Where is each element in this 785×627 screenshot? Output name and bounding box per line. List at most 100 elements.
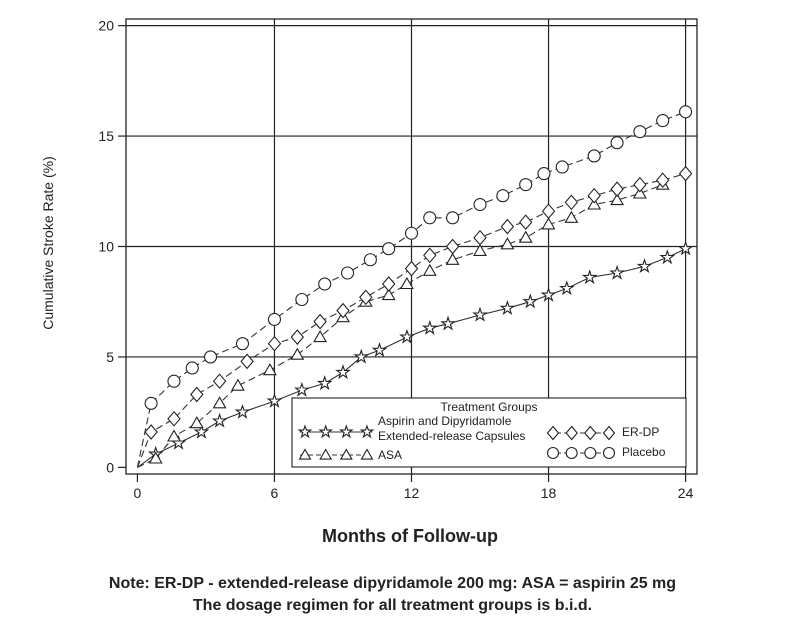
data-point bbox=[656, 114, 670, 128]
series-star bbox=[137, 240, 694, 468]
data-point bbox=[340, 266, 355, 280]
data-point bbox=[203, 350, 218, 364]
data-point bbox=[445, 252, 460, 265]
x-tick-label: 18 bbox=[541, 485, 557, 501]
data-point bbox=[404, 260, 419, 277]
data-point bbox=[212, 396, 227, 409]
legend-entry-circle: Placebo bbox=[546, 445, 666, 460]
data-point bbox=[353, 348, 370, 364]
legend-marker bbox=[360, 448, 374, 460]
data-point bbox=[295, 292, 309, 307]
data-point bbox=[399, 328, 415, 344]
legend-label: Placebo bbox=[622, 445, 666, 459]
data-point bbox=[290, 329, 305, 345]
data-point bbox=[496, 189, 510, 203]
data-point bbox=[541, 217, 556, 230]
series-diamond bbox=[136, 165, 693, 468]
series-circle bbox=[136, 105, 693, 468]
legend-label: ASA bbox=[378, 448, 402, 462]
footnote-line-2: The dosage regimen for all treatment gro… bbox=[192, 597, 593, 614]
data-point bbox=[211, 412, 228, 428]
legend-marker bbox=[546, 425, 560, 441]
data-point bbox=[290, 347, 305, 360]
data-point bbox=[633, 176, 647, 193]
axes: 0 5 10 15 20 0 6 12 18 24 bbox=[98, 18, 698, 501]
data-point bbox=[189, 416, 204, 429]
data-point bbox=[266, 392, 283, 408]
x-axis-label: Months of Follow-up bbox=[322, 526, 498, 546]
legend-label: ER-DP bbox=[622, 425, 659, 439]
data-point bbox=[636, 258, 653, 274]
legend-marker bbox=[339, 448, 353, 460]
data-point bbox=[472, 306, 488, 322]
data-point bbox=[363, 253, 377, 267]
data-point bbox=[679, 105, 693, 119]
data-point bbox=[519, 178, 533, 192]
data-point bbox=[610, 136, 624, 150]
data-point bbox=[440, 315, 456, 331]
x-tick-label: 6 bbox=[271, 485, 279, 501]
data-point bbox=[167, 410, 181, 427]
data-point bbox=[313, 329, 328, 343]
data-point bbox=[167, 429, 181, 442]
data-point bbox=[382, 242, 396, 256]
footnote-line-1: Note: ER-DP - extended-release dipyridam… bbox=[108, 575, 677, 592]
data-point bbox=[262, 363, 277, 376]
data-point bbox=[564, 210, 579, 223]
data-point bbox=[581, 269, 598, 285]
data-point bbox=[558, 280, 575, 296]
data-point bbox=[610, 181, 624, 197]
y-tick-label: 15 bbox=[98, 128, 114, 144]
series-group bbox=[136, 105, 694, 468]
data-point bbox=[212, 373, 227, 390]
data-point bbox=[473, 229, 487, 246]
data-point bbox=[235, 337, 250, 351]
data-point bbox=[632, 186, 647, 199]
data-point bbox=[193, 423, 210, 439]
data-point bbox=[404, 226, 419, 240]
data-point bbox=[522, 293, 539, 309]
data-point bbox=[518, 214, 533, 231]
legend-title: Treatment Groups bbox=[441, 400, 538, 414]
data-point bbox=[499, 300, 516, 315]
data-point bbox=[144, 396, 158, 410]
data-point bbox=[422, 263, 437, 276]
data-point bbox=[230, 378, 245, 391]
data-point bbox=[294, 381, 310, 397]
series-triangle bbox=[137, 177, 670, 468]
data-point bbox=[381, 287, 396, 301]
legend-entry-diamond: ER-DP bbox=[546, 425, 659, 441]
y-tick-label: 20 bbox=[98, 18, 114, 34]
data-point bbox=[399, 276, 414, 290]
data-point bbox=[587, 149, 601, 163]
legend-label: Extended-release Capsules bbox=[378, 429, 525, 443]
data-point bbox=[336, 302, 350, 319]
legend-label: Aspirin and Dipyridamole bbox=[378, 414, 512, 428]
data-point bbox=[610, 192, 625, 206]
legend-marker bbox=[546, 446, 560, 460]
data-point bbox=[371, 342, 388, 358]
data-point bbox=[540, 286, 557, 302]
x-tick-label: 12 bbox=[404, 485, 420, 501]
y-tick-label: 0 bbox=[106, 459, 114, 475]
data-point bbox=[267, 312, 282, 326]
data-point bbox=[518, 230, 533, 243]
y-tick-label: 10 bbox=[98, 239, 114, 255]
legend-marker bbox=[602, 425, 616, 441]
x-tick-label: 24 bbox=[678, 485, 694, 501]
y-tick-label: 5 bbox=[106, 349, 114, 365]
data-point bbox=[537, 167, 551, 181]
data-point bbox=[655, 172, 670, 189]
data-point bbox=[473, 197, 487, 212]
data-point bbox=[313, 313, 327, 330]
data-point bbox=[446, 211, 460, 225]
legend-marker bbox=[338, 424, 354, 439]
legend-entry-triangle: ASA bbox=[298, 448, 402, 462]
data-point bbox=[587, 197, 602, 210]
data-point bbox=[316, 375, 333, 391]
data-point bbox=[500, 218, 515, 235]
data-point bbox=[185, 361, 199, 375]
data-point bbox=[267, 335, 282, 352]
legend-entry-star: Aspirin and DipyridamoleExtended-release… bbox=[297, 414, 525, 443]
